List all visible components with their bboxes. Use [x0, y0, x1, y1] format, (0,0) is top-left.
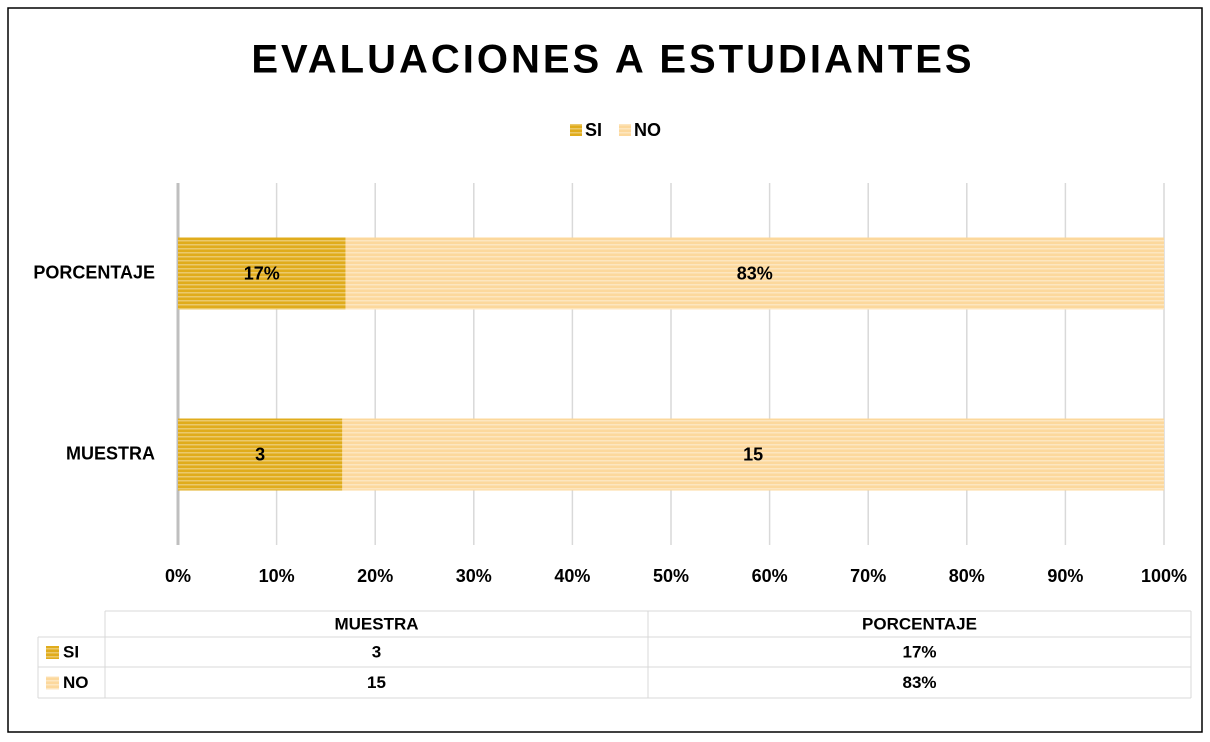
bar-segment [342, 418, 1164, 491]
x-tick-label: 100% [1141, 566, 1187, 586]
x-tick-label: 30% [456, 566, 492, 586]
x-tick-label: 40% [554, 566, 590, 586]
legend-swatch [570, 124, 582, 136]
x-tick-label: 20% [357, 566, 393, 586]
x-tick-label: 80% [949, 566, 985, 586]
table-cell: 83% [902, 673, 936, 692]
table-cell: 17% [902, 642, 936, 661]
data-label: 83% [737, 263, 773, 283]
table-legend-swatch [46, 676, 59, 690]
y-tick-label: PORCENTAJE [33, 262, 155, 282]
table-row-label: NO [63, 673, 89, 692]
table-header: MUESTRA [334, 614, 418, 633]
table-cell: 15 [367, 673, 386, 692]
table-cell: 3 [372, 642, 381, 661]
table-row-label: SI [63, 642, 79, 661]
y-tick-label: MUESTRA [66, 443, 155, 463]
table-legend-swatch [46, 646, 59, 659]
x-tick-label: 70% [850, 566, 886, 586]
data-label: 3 [255, 444, 265, 464]
x-tick-label: 10% [259, 566, 295, 586]
legend-label: NO [634, 120, 661, 140]
x-tick-label: 0% [165, 566, 191, 586]
bar-segment [345, 237, 1164, 310]
chart-title: EVALUACIONES A ESTUDIANTES [251, 38, 974, 82]
legend-swatch [619, 124, 632, 136]
legend-label: SI [585, 120, 602, 140]
bar-segment [178, 418, 343, 491]
x-tick-label: 50% [653, 566, 689, 586]
data-label: 15 [743, 444, 763, 464]
x-tick-label: 60% [752, 566, 788, 586]
chart-frame [7, 7, 1203, 733]
table-header: PORCENTAJE [862, 614, 977, 633]
x-tick-label: 90% [1047, 566, 1083, 586]
bar-segment [178, 237, 346, 310]
data-label: 17% [244, 263, 280, 283]
